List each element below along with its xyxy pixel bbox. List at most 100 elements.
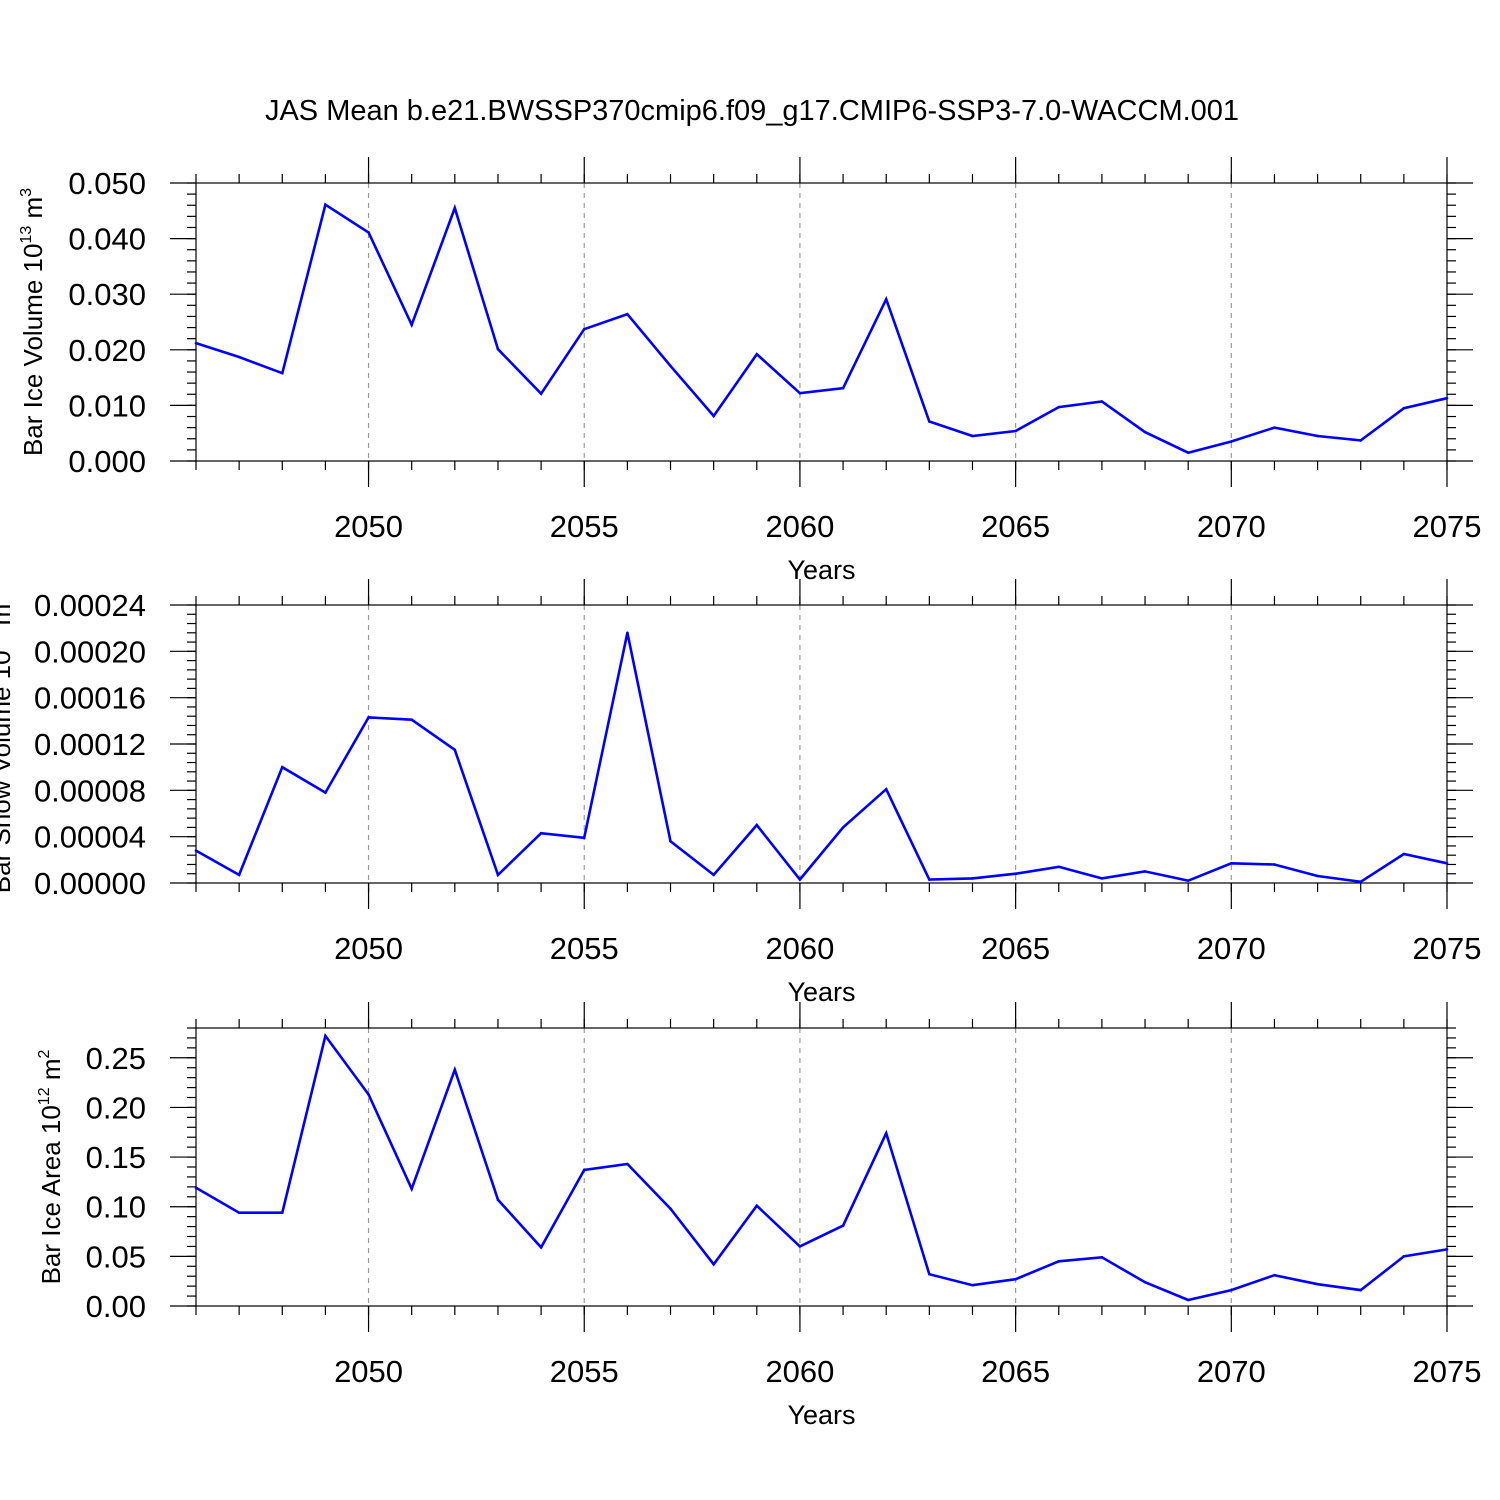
data-point — [1230, 440, 1233, 443]
data-line-bar-ice-area — [195, 1032, 1448, 1302]
data-point — [1186, 451, 1190, 454]
data-point — [971, 1283, 974, 1287]
data-point — [496, 873, 500, 877]
x-tick-label: 2060 — [765, 931, 834, 966]
data-point — [1014, 429, 1017, 433]
data-point — [841, 1224, 845, 1227]
figure-title: JAS Mean b.e21.BWSSP370cmip6.f09_g17.CMI… — [265, 95, 1239, 127]
data-point — [1445, 862, 1449, 865]
data-point — [1100, 1256, 1104, 1259]
data-point — [582, 836, 586, 840]
data-point — [367, 231, 370, 234]
data-point — [1402, 406, 1406, 410]
data-point — [453, 1068, 457, 1071]
data-point — [928, 878, 931, 881]
data-point — [194, 341, 198, 345]
x-tick-label: 2075 — [1413, 509, 1482, 544]
data-point — [324, 203, 327, 206]
data-point — [280, 371, 284, 375]
data-point — [1402, 852, 1406, 856]
data-point — [928, 420, 931, 423]
x-axis-label: Years — [787, 977, 855, 1007]
x-tick-label: 2065 — [981, 509, 1050, 544]
data-point — [453, 206, 457, 210]
data-point — [280, 1211, 284, 1214]
data-point — [971, 434, 974, 438]
y-tick-label: 0.020 — [68, 333, 146, 368]
data-line-bar-ice-volume — [195, 202, 1448, 455]
x-tick-label: 2055 — [550, 1354, 619, 1389]
data-point — [324, 1034, 327, 1038]
data-point — [755, 823, 759, 827]
data-point — [928, 1272, 931, 1276]
data-point — [841, 826, 845, 829]
plot-frame — [195, 604, 1448, 884]
y-tick-label: 0.050 — [68, 166, 146, 201]
data-point — [1273, 863, 1276, 866]
y-tick-label: 0.15 — [86, 1140, 146, 1175]
x-tick-label: 2050 — [334, 1354, 403, 1389]
data-point — [539, 831, 543, 835]
data-point — [237, 1211, 241, 1214]
y-tick-label: 0.00024 — [34, 588, 146, 623]
x-axis-label: Years — [787, 555, 855, 585]
data-point — [884, 1131, 888, 1135]
data-point — [496, 347, 500, 351]
data-point — [237, 873, 241, 877]
data-point — [539, 1246, 543, 1249]
y-tick-label: 0.00000 — [34, 866, 146, 901]
chart-panel-bar-snow-volume: 2050 2055 2060 2065 2070 2075 0.00000 0.00004 0.… — [0, 579, 1481, 1007]
data-point — [798, 391, 802, 395]
data-point — [367, 1093, 370, 1096]
data-point — [1186, 879, 1190, 882]
data-point — [1143, 1280, 1147, 1284]
data-point — [1316, 874, 1319, 878]
data-point — [1445, 396, 1449, 400]
y-axis-label: Bar Snow Volume 1013 m3 — [0, 595, 16, 894]
data-point — [755, 1204, 759, 1208]
x-tick-label: 2060 — [765, 509, 834, 544]
data-point — [755, 352, 759, 356]
data-point — [626, 312, 629, 316]
data-point — [1057, 865, 1061, 869]
data-point — [669, 364, 672, 368]
data-point — [712, 873, 715, 877]
data-point — [1273, 1273, 1276, 1277]
data-point — [1100, 877, 1104, 880]
data-point — [1100, 400, 1104, 403]
data-point — [884, 297, 888, 301]
data-point — [1359, 1288, 1363, 1292]
data-point — [1230, 1288, 1233, 1292]
x-tick-label: 2065 — [981, 1354, 1050, 1389]
data-point — [669, 840, 672, 843]
y-axis-label: Bar Ice Area 1012 m2 — [36, 1049, 66, 1284]
x-tick-label: 2075 — [1413, 1354, 1482, 1389]
data-point — [798, 878, 802, 881]
data-point — [1057, 405, 1061, 409]
data-point — [1402, 1255, 1406, 1258]
x-tick-label: 2070 — [1197, 1354, 1266, 1389]
y-tick-label: 0.00016 — [34, 681, 146, 716]
data-point — [1359, 880, 1363, 884]
plot-frame — [195, 182, 1448, 462]
data-point — [971, 877, 974, 880]
x-tick-label: 2065 — [981, 931, 1050, 966]
y-tick-label: 0.030 — [68, 277, 146, 312]
data-point — [626, 631, 629, 635]
y-tick-label: 0.05 — [86, 1239, 146, 1274]
data-point — [194, 849, 198, 852]
plot-frame — [195, 1027, 1448, 1307]
data-point — [280, 765, 284, 769]
data-point — [712, 1263, 715, 1266]
data-point — [669, 1207, 672, 1210]
y-axis-label: Bar Ice Volume 1013 m3 — [18, 188, 48, 456]
y-tick-label: 0.00020 — [34, 634, 146, 669]
data-point — [1273, 426, 1276, 429]
data-point — [410, 718, 413, 721]
data-point — [712, 414, 715, 418]
data-point — [1143, 870, 1147, 873]
data-point — [453, 748, 457, 752]
data-point — [582, 1168, 586, 1172]
data-point — [1316, 434, 1319, 438]
